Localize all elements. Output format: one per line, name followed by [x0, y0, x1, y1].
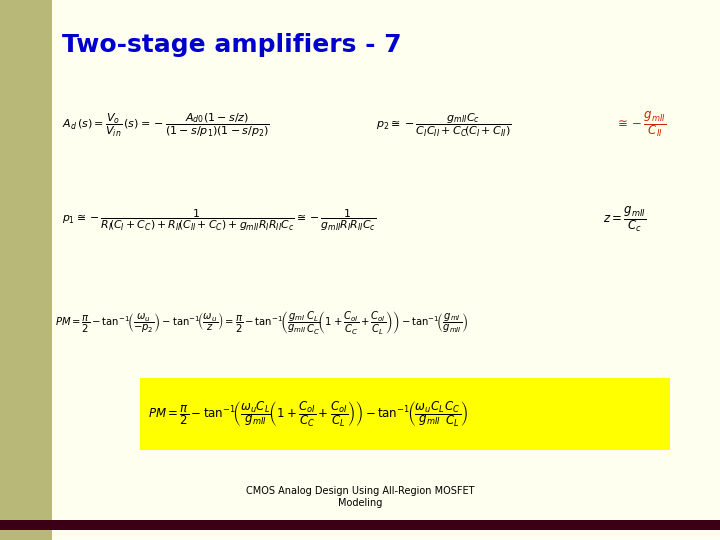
Text: $PM=\dfrac{\pi}{2}-\tan^{-1}\!\!\left(\dfrac{\omega_uC_L}{g_{mII}}\!\left(1+\dfr: $PM=\dfrac{\pi}{2}-\tan^{-1}\!\!\left(\d…	[148, 399, 468, 429]
Text: Two-stage amplifiers - 7: Two-stage amplifiers - 7	[62, 33, 402, 57]
Text: $z=\dfrac{g_{mII}}{C_c}$: $z=\dfrac{g_{mII}}{C_c}$	[603, 206, 647, 234]
Text: $p_2\cong-\dfrac{g_{mII}C_c}{C_IC_{II}+C_C\!\left(C_I+C_{II}\right)}$: $p_2\cong-\dfrac{g_{mII}C_c}{C_IC_{II}+C…	[376, 111, 511, 139]
Text: $\cong-\dfrac{g_{mII}}{C_{II}}$: $\cong-\dfrac{g_{mII}}{C_{II}}$	[615, 111, 667, 139]
Bar	[0, 520, 720, 530]
Text: $A_d\,(s)=\dfrac{V_o}{V_{in}}\,(s)=-\dfrac{A_{d0}\left(1-s/z\right)}{\left(1-s/p: $A_d\,(s)=\dfrac{V_o}{V_{in}}\,(s)=-\dfr…	[62, 111, 270, 139]
Bar	[140, 378, 670, 450]
Text: CMOS Analog Design Using All-Region MOSFET
Modeling: CMOS Analog Design Using All-Region MOSF…	[246, 486, 474, 508]
Text: $PM=\dfrac{\pi}{2}-\tan^{-1}\!\!\left(\dfrac{\omega_u}{-p_2}\right)-\tan^{-1}\!\: $PM=\dfrac{\pi}{2}-\tan^{-1}\!\!\left(\d…	[55, 308, 469, 335]
Bar	[0, 0, 52, 540]
Text: $p_1\cong-\dfrac{1}{R_I\!\left(C_I+C_C\right)+R_{II}\!\left(C_{II}+C_C\right)+g_: $p_1\cong-\dfrac{1}{R_I\!\left(C_I+C_C\r…	[62, 207, 377, 233]
